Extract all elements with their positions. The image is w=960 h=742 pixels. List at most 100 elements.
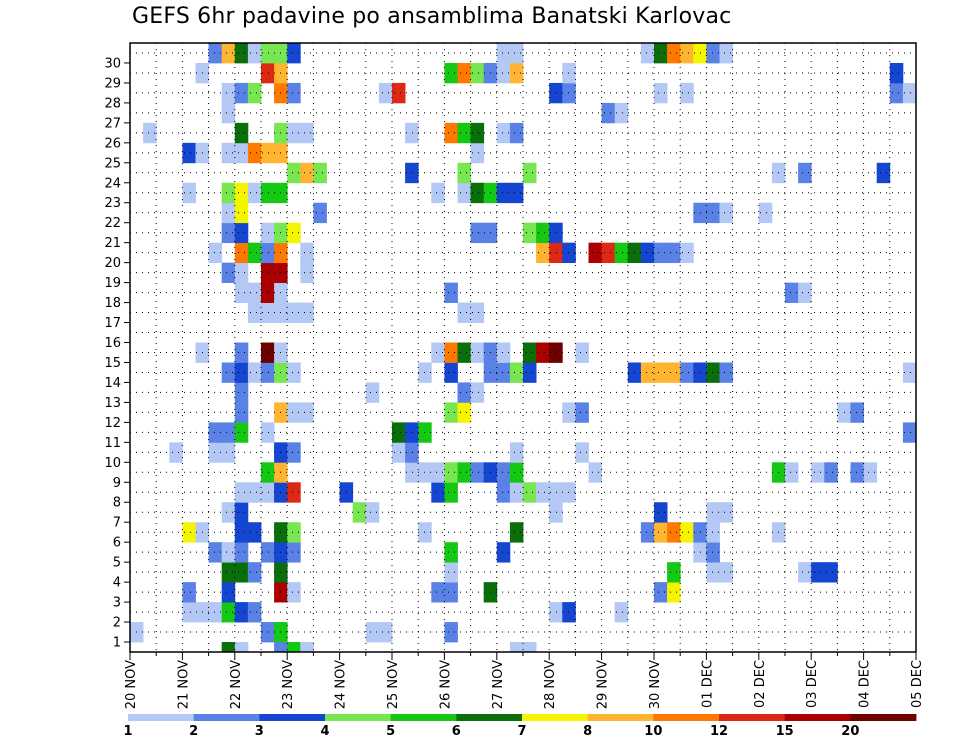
heatmap-cell: [640, 522, 655, 543]
heatmap-cell: [234, 182, 249, 204]
heatmap-cell: [601, 102, 616, 124]
heatmap-cell: [876, 162, 891, 184]
heatmap-cell: [470, 182, 485, 204]
heatmap-cell: [208, 242, 223, 264]
heatmap-cell: [247, 82, 262, 104]
heatmap-cell: [261, 362, 275, 383]
heatmap-cell: [234, 522, 249, 543]
heatmap-cell: [667, 522, 681, 543]
heatmap-cell: [562, 242, 576, 264]
heatmap-cell: [287, 362, 301, 383]
heatmap-cell: [261, 43, 275, 64]
heatmap-cell: [640, 242, 655, 264]
heatmap-cell: [667, 242, 681, 264]
x-tick-label: 01 DEC: [700, 660, 715, 708]
heatmap-cell: [549, 602, 563, 623]
heatmap-cell: [667, 562, 681, 583]
heatmap-cell: [300, 262, 314, 284]
heatmap-cell: [221, 442, 236, 463]
y-tick-label: 25: [104, 156, 121, 171]
heatmap-cell: [457, 302, 471, 323]
y-tick-label: 3: [113, 596, 121, 611]
y-tick-label: 5: [113, 556, 121, 571]
heatmap-cell: [509, 522, 524, 543]
x-tick-label: 27 NOV: [491, 660, 506, 709]
heatmap-cell: [902, 362, 917, 383]
heatmap-cell: [208, 602, 223, 623]
heatmap-cell: [758, 202, 773, 224]
heatmap-cell: [470, 62, 485, 84]
heatmap-cell: [575, 402, 589, 423]
colorbar-label: 12: [710, 724, 728, 739]
y-tick-label: 27: [104, 116, 121, 131]
heatmap-cell: [287, 402, 301, 423]
colorbar-label: 1: [123, 724, 132, 739]
colorbar-swatch: [325, 714, 392, 721]
heatmap-cell: [247, 602, 262, 623]
heatmap-cell: [523, 342, 537, 363]
heatmap-cell: [509, 122, 524, 144]
heatmap-cell: [287, 582, 301, 603]
heatmap-cell: [287, 642, 301, 653]
heatmap-cell: [221, 602, 236, 623]
heatmap-cell: [444, 362, 458, 383]
y-tick-label: 20: [104, 256, 121, 271]
heatmap-cell: [208, 542, 223, 563]
heatmap-cell: [549, 502, 563, 523]
heatmap-cell: [457, 62, 471, 84]
heatmap-cell: [889, 62, 904, 84]
heatmap-cell: [234, 342, 249, 363]
colorbar-label: 2: [189, 724, 198, 739]
heatmap-cell: [496, 43, 511, 64]
y-tick-label: 4: [113, 576, 121, 591]
heatmap-cell: [470, 222, 485, 244]
heatmap-cell: [221, 422, 236, 443]
x-tick-label: 29 NOV: [596, 660, 611, 709]
y-tick-label: 26: [104, 136, 121, 151]
heatmap-cell: [509, 462, 524, 483]
heatmap-cell: [523, 642, 537, 653]
heatmap-cell: [444, 402, 458, 423]
heatmap-cell: [496, 482, 511, 503]
heatmap-cell: [313, 202, 327, 224]
heatmap-cell: [719, 362, 733, 383]
heatmap-cell: [221, 222, 236, 244]
heatmap-cell: [247, 482, 262, 503]
heatmap-cell: [234, 502, 249, 523]
y-tick-label: 23: [104, 196, 121, 211]
heatmap-cell: [706, 542, 720, 563]
x-tick-label: 04 DEC: [858, 660, 873, 708]
heatmap-cell: [509, 43, 524, 64]
heatmap-cell: [785, 462, 799, 483]
heatmap-cell: [536, 222, 550, 244]
heatmap-cell: [261, 302, 275, 323]
heatmap-cell: [247, 182, 262, 204]
heatmap-cell: [444, 482, 458, 503]
heatmap-cell: [457, 122, 471, 144]
heatmap-cell: [261, 142, 275, 164]
heatmap-cell: [509, 182, 524, 204]
x-tick-label: 25 NOV: [386, 660, 401, 709]
heatmap-cell: [457, 382, 471, 403]
heatmap-cell: [536, 342, 550, 363]
heatmap-cell: [234, 82, 249, 104]
heatmap-cell: [654, 242, 668, 264]
heatmap-cell: [234, 262, 249, 284]
heatmap-cell: [287, 122, 301, 144]
heatmap-cell: [431, 582, 445, 603]
heatmap-cell: [234, 282, 249, 303]
heatmap-cell: [405, 422, 419, 443]
colorbar-label: 8: [583, 724, 592, 739]
colorbar-swatch: [653, 714, 720, 721]
colorbar-swatch: [193, 714, 260, 721]
heatmap-cell: [274, 642, 288, 653]
heatmap-cell: [234, 642, 249, 653]
y-tick-label: 17: [104, 316, 121, 331]
heatmap-cell: [300, 642, 314, 653]
y-tick-label: 16: [104, 336, 121, 351]
heatmap-cell: [667, 362, 681, 383]
heatmap-cell: [706, 202, 720, 224]
colorbar: 1 2 3 4 5 6 7 8 10 12 15 20: [123, 714, 917, 739]
y-tick-label: 2: [113, 616, 121, 631]
y-tick-label: 29: [104, 76, 121, 91]
